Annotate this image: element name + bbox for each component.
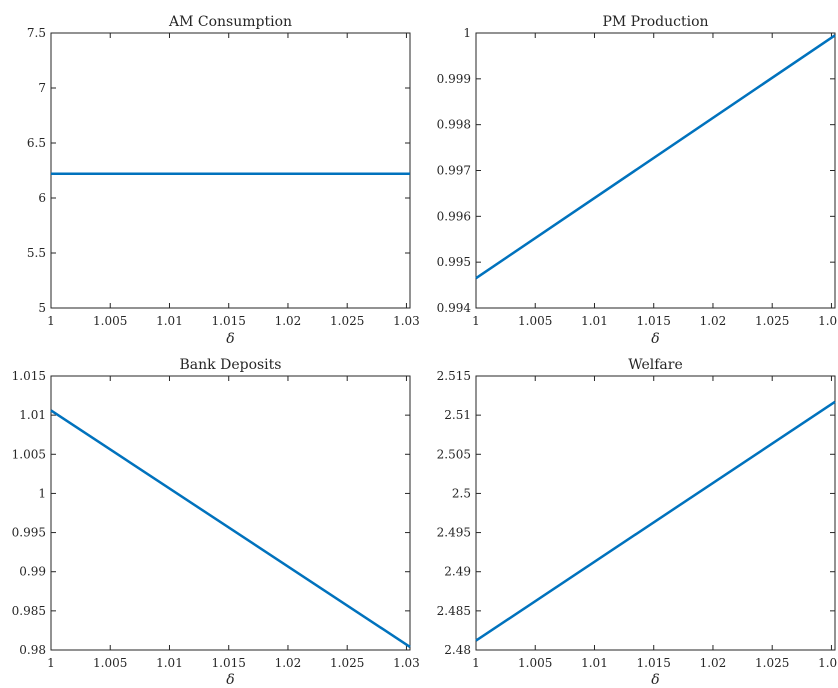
y-tick-label: 0.985 [12, 604, 46, 618]
y-tick-label: 0.997 [437, 164, 471, 178]
y-tick-label: 2.5 [452, 486, 471, 500]
panel-am-consumption: AM Consumption 1 1.005 1.01 1.015 1.02 1.025 1… [27, 14, 420, 347]
chart-title: Welfare [628, 357, 683, 373]
plot-frame [50, 375, 411, 651]
series-line [475, 34, 836, 280]
x-tick-label: 1.015 [212, 314, 246, 328]
y-tick-label: 1.015 [12, 369, 46, 383]
x-tick-label: 1.01 [581, 314, 608, 328]
y-tick-label: 0.998 [437, 118, 471, 132]
y-tick-label: 2.485 [437, 604, 471, 618]
x-tick-label: 1.005 [518, 314, 552, 328]
x-tick-label: 1 [472, 314, 480, 328]
ticks-layer: 1 1.005 1.01 1.015 1.02 1.025 1.03 5 5.5 6 6.5 7 7.5 [27, 26, 420, 328]
x-tick-label: 1.02 [700, 314, 727, 328]
y-tick-label: 2.51 [444, 408, 471, 422]
y-tick-label: 0.99 [19, 565, 46, 579]
x-tick-label: 1.005 [93, 656, 127, 670]
x-tick-label: 1.025 [755, 656, 789, 670]
y-tick-label: 1 [463, 26, 471, 40]
ticks-layer: 1 1.005 1.01 1.015 1.02 1.025 1.03 2.48 2.485 2.4… [437, 369, 838, 670]
x-tick-label: 1.01 [581, 656, 608, 670]
x-tick-label: 1.03 [393, 314, 420, 328]
x-tick-label: 1.005 [93, 314, 127, 328]
y-tick-label: 0.995 [12, 526, 46, 540]
x-tick-label: 1.015 [212, 656, 246, 670]
x-tick-label: 1 [472, 656, 480, 670]
y-tick-label: 7.5 [27, 26, 46, 40]
y-tick-label: 0.994 [437, 301, 472, 315]
x-tick-label: 1.025 [755, 314, 789, 328]
y-tick-label: 1.005 [12, 447, 46, 461]
y-tick-label: 5.5 [27, 246, 46, 260]
x-tick-label: 1.03 [818, 656, 838, 670]
y-tick-label: 2.48 [444, 643, 471, 657]
y-tick-label: 2.49 [444, 565, 471, 579]
x-axis-label: δ [226, 672, 234, 688]
x-tick-label: 1.015 [637, 314, 671, 328]
y-tick-label: 6 [38, 191, 46, 205]
series-line [475, 400, 836, 642]
x-tick-label: 1 [47, 314, 55, 328]
plot-frame [475, 32, 836, 309]
panel-bank-deposits: Bank Deposits 1 1.005 1.01 1.015 1.02 1.025 1.… [12, 357, 420, 688]
x-axis-label: δ [651, 331, 659, 347]
x-tick-label: 1.01 [156, 656, 183, 670]
y-tick-label: 6.5 [27, 136, 46, 150]
panel-welfare: Welfare 1 1.005 1.01 1.015 1.02 1.025 1.03 2.48… [437, 357, 838, 688]
x-tick-label: 1.01 [156, 314, 183, 328]
x-axis-label: δ [226, 331, 234, 347]
x-tick-label: 1.005 [518, 656, 552, 670]
chart-title: PM Production [602, 14, 708, 30]
x-tick-label: 1.03 [818, 314, 838, 328]
y-tick-label: 0.999 [437, 72, 471, 86]
ticks-layer: 1 1.005 1.01 1.015 1.02 1.025 1.03 0.98 0.985 0.9… [12, 369, 420, 670]
plot-frame [475, 375, 836, 651]
x-tick-label: 1.025 [330, 656, 364, 670]
panel-pm-production: PM Production 1 1.005 1.01 1.015 1.02 1.025 1.… [437, 14, 838, 347]
x-tick-label: 1.02 [275, 656, 302, 670]
y-tick-label: 0.995 [437, 255, 471, 269]
x-axis-label: δ [651, 672, 659, 688]
chart-title: AM Consumption [168, 14, 292, 30]
x-tick-label: 1.02 [275, 314, 302, 328]
plot-frame [50, 32, 411, 309]
x-tick-label: 1.03 [393, 656, 420, 670]
chart-title: Bank Deposits [180, 357, 282, 373]
x-tick-label: 1 [47, 656, 55, 670]
y-tick-label: 1 [38, 486, 46, 500]
y-tick-label: 0.996 [437, 209, 471, 223]
series-line [50, 409, 411, 648]
x-tick-label: 1.015 [637, 656, 671, 670]
y-tick-label: 0.98 [19, 643, 46, 657]
y-tick-label: 2.505 [437, 447, 471, 461]
y-tick-label: 7 [38, 81, 46, 95]
ticks-layer: 1 1.005 1.01 1.015 1.02 1.025 1.03 0.994 0.995 0.… [437, 26, 838, 328]
y-tick-label: 2.515 [437, 369, 471, 383]
y-tick-label: 1.01 [19, 408, 46, 422]
x-tick-label: 1.025 [330, 314, 364, 328]
y-tick-label: 2.495 [437, 526, 471, 540]
x-tick-label: 1.02 [700, 656, 727, 670]
y-tick-label: 5 [38, 301, 46, 315]
